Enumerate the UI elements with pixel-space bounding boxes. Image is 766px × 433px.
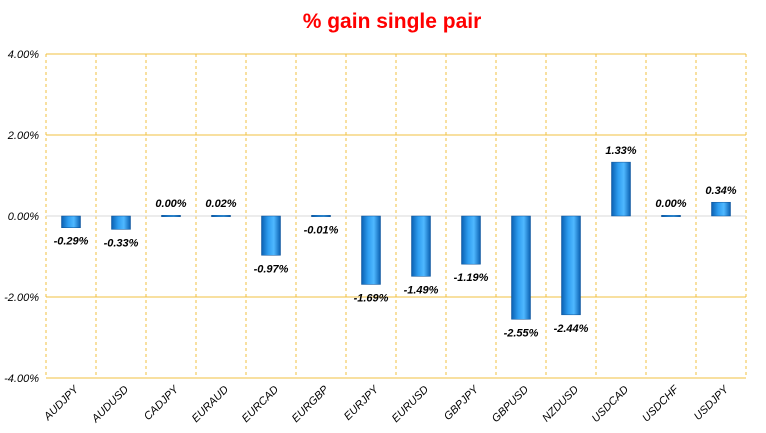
data-label: -0.97% xyxy=(254,263,289,275)
bar xyxy=(261,215,281,256)
y-tick-label: 0.00% xyxy=(8,211,39,223)
x-tick-label: USDCAD xyxy=(590,384,631,425)
x-tick-label: EURCAD xyxy=(240,384,281,425)
chart-title: % gain single pair xyxy=(303,10,482,33)
data-label: -0.01% xyxy=(304,224,339,236)
x-tick-label: GBPJPY xyxy=(442,383,482,423)
x-tick-label: GBPUSD xyxy=(490,384,531,425)
data-label: 0.02% xyxy=(205,198,236,210)
bar xyxy=(561,215,581,316)
x-tick-label: EURAUD xyxy=(190,384,231,425)
data-label: -0.33% xyxy=(104,237,139,249)
bar xyxy=(361,215,381,285)
data-label: -1.49% xyxy=(404,284,439,296)
data-label: -0.29% xyxy=(54,236,89,248)
bar xyxy=(211,215,231,217)
x-tick-label: AUDUSD xyxy=(89,384,131,426)
data-label: -2.44% xyxy=(554,323,589,335)
bar xyxy=(611,161,631,217)
y-tick-label: 2.00% xyxy=(7,130,39,142)
bar xyxy=(661,215,681,217)
data-label: -2.55% xyxy=(504,327,539,339)
bar xyxy=(711,201,731,217)
bar xyxy=(111,215,131,230)
bar xyxy=(311,215,331,217)
x-tick-label: CADJPY xyxy=(142,383,182,423)
bar xyxy=(61,215,81,228)
x-tick-label: AUDJPY xyxy=(41,383,81,423)
x-tick-label: EURUSD xyxy=(390,384,431,425)
y-tick-label: 4.00% xyxy=(8,49,39,61)
bar xyxy=(461,215,481,265)
data-label: 0.00% xyxy=(155,198,186,210)
x-tick-label: USDCHF xyxy=(640,383,682,425)
y-tick-label: -4.00% xyxy=(4,373,39,385)
data-label: -1.69% xyxy=(354,292,389,304)
bar-layer xyxy=(61,161,731,320)
bar xyxy=(411,215,431,277)
data-label: 0.00% xyxy=(655,198,686,210)
data-label: -1.19% xyxy=(454,272,489,284)
x-tick-label: EURGBP xyxy=(290,383,332,425)
label-layer: -0.29% -0.33% 0.00% 0.02% -0.97% -0.01% -1.69%… xyxy=(54,145,737,339)
bar xyxy=(511,215,531,320)
bar xyxy=(161,215,181,217)
x-tick-label: NZDUSD xyxy=(540,384,581,425)
x-tick-label: USDJPY xyxy=(692,383,732,423)
y-tick-label: -2.00% xyxy=(4,292,39,304)
x-tick-label: EURJPY xyxy=(342,383,382,423)
data-label: 0.34% xyxy=(705,185,736,197)
data-label: 1.33% xyxy=(605,145,636,157)
